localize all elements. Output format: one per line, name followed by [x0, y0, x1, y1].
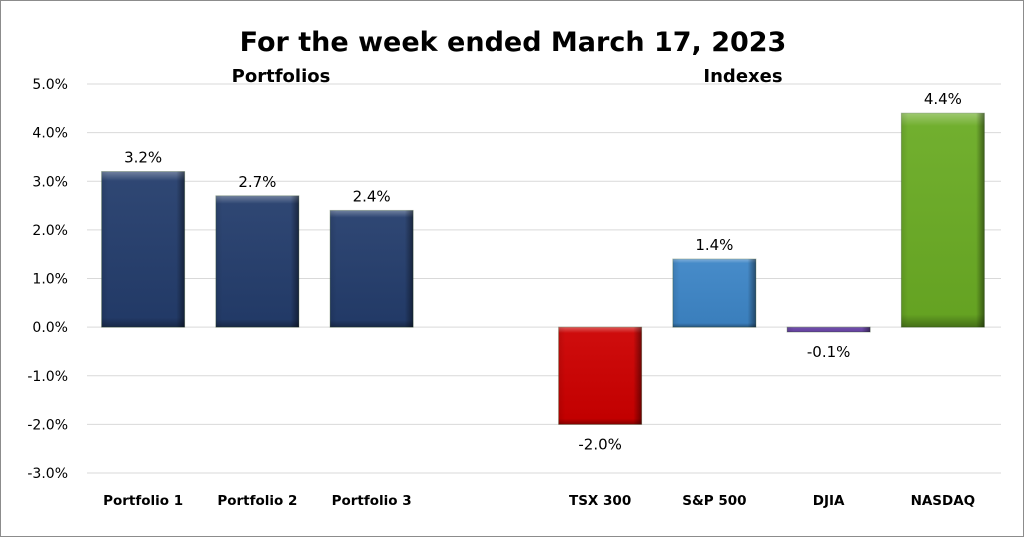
bar-shade: [787, 327, 871, 332]
x-tick-label: NASDAQ: [911, 493, 976, 509]
y-tick-label: 4.0%: [32, 126, 68, 142]
x-tick-label: Portfolio 3: [332, 493, 412, 509]
y-tick-label: 5.0%: [32, 77, 68, 93]
y-tick-label: -2.0%: [27, 417, 68, 433]
group-label-indexes: Indexes: [703, 66, 782, 87]
bar-shade: [330, 210, 414, 328]
x-tick-label: TSX 300: [569, 493, 631, 509]
data-label: -2.0%: [578, 435, 622, 453]
data-label: -0.1%: [807, 343, 851, 361]
data-label: 1.4%: [695, 236, 733, 254]
x-tick-label: Portfolio 1: [103, 493, 183, 509]
group-label-portfolios: Portfolios: [232, 66, 331, 87]
y-tick-label: 3.0%: [32, 174, 68, 190]
data-label: 4.4%: [924, 90, 962, 108]
bar-shade: [215, 195, 299, 328]
x-tick-label: S&P 500: [682, 493, 746, 509]
y-tick-label: 1.0%: [32, 272, 68, 288]
y-tick-label: -1.0%: [27, 369, 68, 385]
data-label: 3.2%: [124, 149, 162, 167]
y-tick-label: 0.0%: [32, 320, 68, 336]
x-tick-label: DJIA: [813, 493, 845, 509]
bar-shade: [558, 327, 642, 425]
data-label: 2.4%: [353, 187, 391, 205]
data-label: 2.7%: [238, 173, 276, 191]
y-tick-label: 2.0%: [32, 223, 68, 239]
chart-title: For the week ended March 17, 2023: [240, 27, 787, 58]
y-tick-label: -3.0%: [27, 466, 68, 482]
bar-shade: [101, 171, 185, 328]
bar-shade: [672, 259, 756, 328]
x-tick-label: Portfolio 2: [217, 493, 297, 509]
bar-shade: [901, 113, 985, 328]
